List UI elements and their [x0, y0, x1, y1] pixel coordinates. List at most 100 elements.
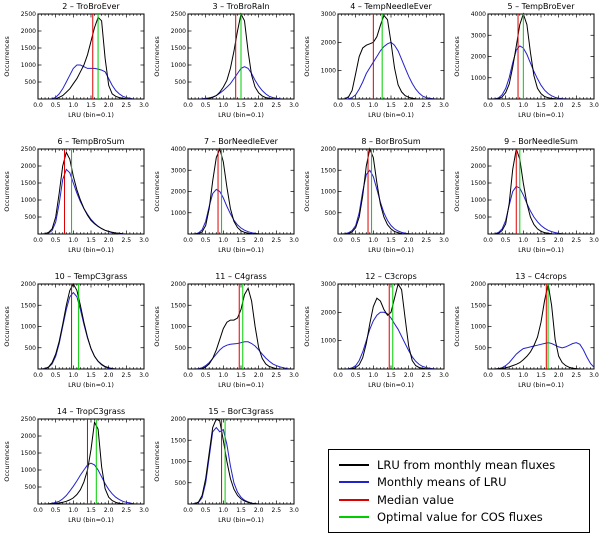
svg-text:Occurrences: Occurrences — [303, 36, 311, 77]
svg-text:3.0: 3.0 — [289, 102, 299, 109]
svg-text:1000: 1000 — [21, 62, 36, 69]
svg-text:LRU (bin=0.1): LRU (bin=0.1) — [68, 516, 114, 524]
svg-text:8 – BorBroSum: 8 – BorBroSum — [361, 137, 420, 146]
svg-text:2.0: 2.0 — [404, 372, 414, 379]
svg-text:LRU (bin=0.1): LRU (bin=0.1) — [68, 111, 114, 119]
svg-text:3.0: 3.0 — [589, 102, 599, 109]
svg-text:1.5: 1.5 — [86, 507, 96, 514]
svg-text:1000: 1000 — [471, 324, 486, 331]
svg-text:0.5: 0.5 — [351, 237, 361, 244]
svg-text:2000: 2000 — [471, 163, 486, 170]
svg-text:3.0: 3.0 — [139, 237, 149, 244]
svg-text:1.5: 1.5 — [86, 237, 96, 244]
svg-text:1.0: 1.0 — [369, 102, 379, 109]
histogram-panel-4-tempneedleever: 4 – TempNeedleEver 0.0 0.5 1.0 1.5 2.0 2.5 3.0 1… — [303, 2, 449, 119]
svg-text:2.0: 2.0 — [554, 102, 564, 109]
svg-text:1000: 1000 — [471, 75, 486, 82]
histogram-panel-13-c4crops: 13 – C4crops 0.0 0.5 1.0 1.5 2.0 2.5 3.0 500 1000… — [453, 272, 599, 389]
svg-text:Occurrences: Occurrences — [453, 36, 461, 77]
svg-text:3.0: 3.0 — [439, 372, 449, 379]
histogram-panel-3-trobrorain: 3 – TroBroRaIn 0.0 0.5 1.0 1.5 2.0 2.5 3.0 500 10… — [153, 2, 299, 119]
svg-text:1.0: 1.0 — [519, 102, 529, 109]
svg-text:1.5: 1.5 — [386, 372, 396, 379]
legend-label-blue-series: Monthly means of LRU — [377, 475, 507, 490]
svg-text:2.5: 2.5 — [572, 372, 582, 379]
svg-text:2500: 2500 — [171, 11, 186, 18]
svg-text:1.0: 1.0 — [69, 372, 79, 379]
histogram-panel-15-borc3grass: 15 – BorC3grass 0.0 0.5 1.0 1.5 2.0 2.5 3.0 500 1… — [153, 407, 299, 524]
svg-text:12 – C3crops: 12 – C3crops — [365, 272, 417, 281]
svg-text:14 – TropC3grass: 14 – TropC3grass — [57, 407, 125, 416]
svg-text:Occurrences: Occurrences — [303, 306, 311, 347]
svg-text:1500: 1500 — [471, 180, 486, 187]
svg-text:0.5: 0.5 — [201, 507, 211, 514]
svg-text:2.0: 2.0 — [104, 372, 114, 379]
svg-text:LRU (bin=0.1): LRU (bin=0.1) — [368, 246, 414, 254]
svg-text:3.0: 3.0 — [289, 237, 299, 244]
svg-text:3.0: 3.0 — [139, 507, 149, 514]
svg-text:2.5: 2.5 — [272, 372, 282, 379]
svg-text:LRU (bin=0.1): LRU (bin=0.1) — [218, 111, 264, 119]
svg-text:0.0: 0.0 — [183, 372, 193, 379]
svg-text:0.5: 0.5 — [51, 102, 61, 109]
legend-box: LRU from monthly mean fluxes Monthly mea… — [328, 449, 590, 533]
svg-text:1500: 1500 — [171, 302, 186, 309]
svg-text:0.5: 0.5 — [351, 102, 361, 109]
svg-text:0.0: 0.0 — [483, 102, 493, 109]
svg-text:3000: 3000 — [321, 281, 336, 288]
svg-text:9 – BorNeedleSum: 9 – BorNeedleSum — [504, 137, 578, 146]
svg-text:0.0: 0.0 — [183, 102, 193, 109]
svg-text:1.5: 1.5 — [536, 102, 546, 109]
svg-text:2500: 2500 — [21, 146, 36, 153]
svg-text:1500: 1500 — [171, 437, 186, 444]
svg-text:4000: 4000 — [471, 11, 486, 18]
svg-text:3.0: 3.0 — [439, 237, 449, 244]
svg-text:500: 500 — [175, 79, 187, 86]
svg-text:13 – C4crops: 13 – C4crops — [515, 272, 567, 281]
svg-text:500: 500 — [475, 345, 487, 352]
svg-text:1000: 1000 — [21, 197, 36, 204]
svg-text:1.0: 1.0 — [369, 372, 379, 379]
svg-text:1.0: 1.0 — [219, 237, 229, 244]
svg-text:Occurrences: Occurrences — [153, 441, 161, 482]
svg-text:0.5: 0.5 — [201, 102, 211, 109]
svg-text:1.5: 1.5 — [536, 237, 546, 244]
svg-text:2000: 2000 — [171, 416, 186, 423]
svg-text:2.0: 2.0 — [254, 237, 264, 244]
svg-text:3000: 3000 — [171, 167, 186, 174]
svg-text:0.5: 0.5 — [51, 237, 61, 244]
svg-text:2.5: 2.5 — [422, 372, 432, 379]
svg-text:1500: 1500 — [321, 167, 336, 174]
legend-line-green-icon — [339, 516, 369, 519]
histogram-panel-9-borneedlesum: 9 – BorNeedleSum 0.0 0.5 1.0 1.5 2.0 2.5 3.0 500… — [453, 137, 599, 254]
histogram-panel-2-trobroever: 2 – TroBroEver 0.0 0.5 1.0 1.5 2.0 2.5 3.0 500 10… — [3, 2, 149, 119]
svg-text:1000: 1000 — [171, 324, 186, 331]
svg-text:0.5: 0.5 — [201, 372, 211, 379]
svg-text:500: 500 — [475, 214, 487, 221]
svg-text:4000: 4000 — [171, 146, 186, 153]
svg-text:2000: 2000 — [321, 39, 336, 46]
svg-text:2.5: 2.5 — [422, 102, 432, 109]
legend-label-optimal: Optimal value for COS fluxes — [377, 510, 543, 525]
svg-text:1500: 1500 — [171, 45, 186, 52]
svg-text:Occurrences: Occurrences — [3, 171, 11, 212]
svg-text:Occurrences: Occurrences — [3, 441, 11, 482]
svg-text:3.0: 3.0 — [289, 507, 299, 514]
svg-text:1.0: 1.0 — [519, 372, 529, 379]
svg-text:0.5: 0.5 — [501, 102, 511, 109]
svg-text:0.5: 0.5 — [51, 507, 61, 514]
svg-text:3.0: 3.0 — [439, 102, 449, 109]
svg-text:5 – TempBroEver: 5 – TempBroEver — [508, 2, 576, 11]
svg-text:1500: 1500 — [21, 302, 36, 309]
histogram-panel-10-tempc3grass: 10 – TempC3grass 0.0 0.5 1.0 1.5 2.0 2.5 3.0 500… — [3, 272, 149, 389]
svg-text:0.0: 0.0 — [483, 372, 493, 379]
svg-text:LRU (bin=0.1): LRU (bin=0.1) — [368, 381, 414, 389]
svg-text:LRU (bin=0.1): LRU (bin=0.1) — [68, 381, 114, 389]
svg-text:2000: 2000 — [171, 28, 186, 35]
svg-text:500: 500 — [25, 484, 37, 491]
svg-text:2.5: 2.5 — [272, 102, 282, 109]
svg-text:1500: 1500 — [21, 180, 36, 187]
svg-text:2.5: 2.5 — [122, 237, 132, 244]
svg-text:LRU (bin=0.1): LRU (bin=0.1) — [68, 246, 114, 254]
svg-text:2000: 2000 — [321, 309, 336, 316]
